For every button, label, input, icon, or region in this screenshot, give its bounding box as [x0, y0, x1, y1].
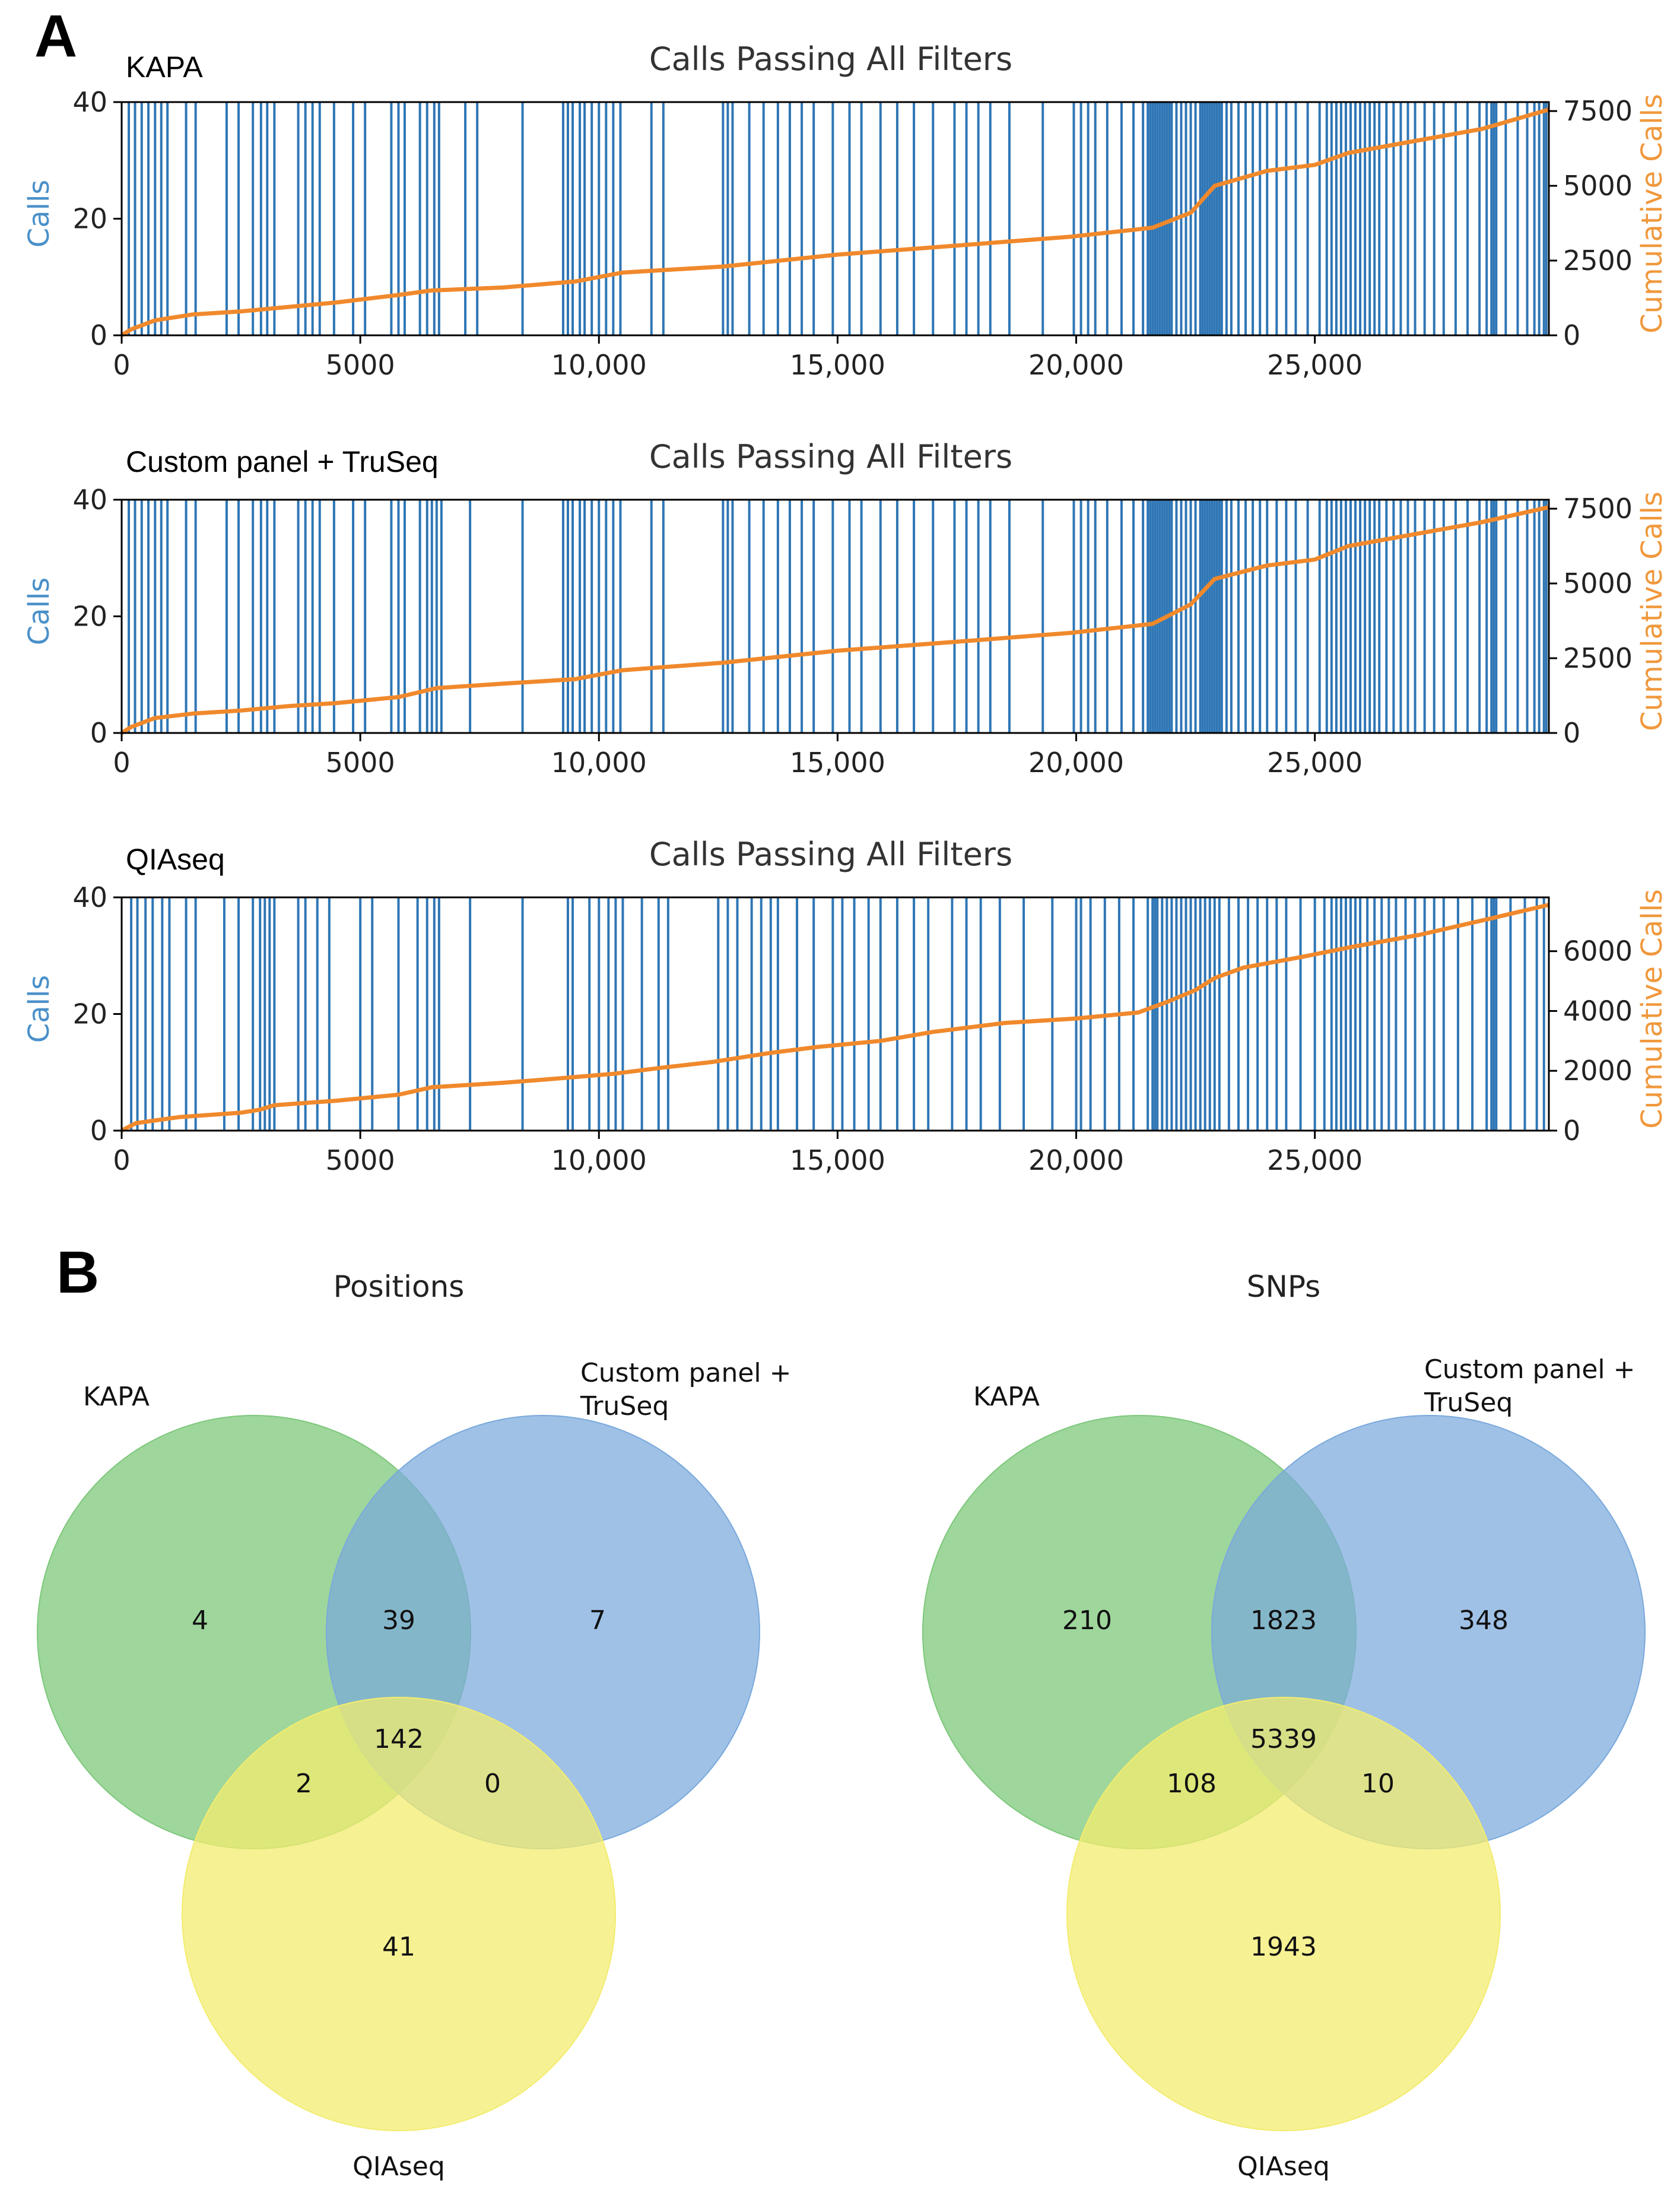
y2-axis-label: Cumulative Calls: [1635, 889, 1669, 1129]
y-axis-label: Calls: [23, 975, 56, 1043]
y-tick-label: 0: [90, 717, 107, 749]
x-tick-label: 25,000: [1267, 349, 1363, 381]
x-tick-label: 0: [113, 747, 130, 779]
x-tick-label: 25,000: [1267, 1144, 1363, 1176]
y-tick-label: 20: [72, 203, 107, 235]
venn-snps: SNPs KAPA Custom panel + TruSeq QIAseq 2…: [922, 1269, 1646, 2182]
x-tick-label: 5000: [326, 747, 395, 779]
plot-frame: [120, 896, 1550, 1132]
y2-tick-label: 7500: [1563, 493, 1633, 525]
bar-series: [130, 897, 1545, 1131]
x-tick-label: 15,000: [790, 747, 885, 779]
chart-title: Calls Passing All Filters: [649, 836, 1012, 873]
venn-region-custom-qiaseq: 10: [1361, 1769, 1395, 1799]
y2-tick-label: 2500: [1563, 642, 1633, 674]
plot-frame: [120, 499, 1550, 734]
axis-ticks: 0 5000 10,000 15,000 20,000 25,000 0 20 40 0 2500 5…: [72, 86, 1633, 381]
y2-tick-label: 0: [1563, 319, 1580, 351]
y-axis-label: Calls: [23, 180, 56, 248]
x-tick-label: 25,000: [1267, 747, 1363, 779]
venn-region-custom-only: 348: [1459, 1605, 1508, 1636]
venn-region-kapa-custom: 39: [382, 1605, 415, 1636]
venn-label-qiaseq: QIAseq: [1237, 2151, 1330, 2182]
x-tick-label: 15,000: [790, 349, 885, 381]
chart-sample-label: QIAseq: [126, 843, 225, 876]
y2-tick-label: 4000: [1563, 995, 1633, 1027]
y-tick-label: 40: [72, 881, 107, 913]
venn-region-kapa-only: 210: [1062, 1605, 1112, 1636]
plot-frame: [120, 101, 1550, 337]
axis-ticks: 0 5000 10,000 15,000 20,000 25,000 0 20 40 0 2500 5…: [72, 484, 1633, 779]
y2-tick-label: 0: [1563, 1115, 1580, 1147]
x-tick-label: 20,000: [1028, 349, 1124, 381]
y-tick-label: 40: [72, 484, 107, 516]
venn-label-qiaseq: QIAseq: [352, 2151, 445, 2182]
chart-title: Calls Passing All Filters: [649, 438, 1012, 475]
x-tick-label: 10,000: [551, 747, 647, 779]
y-tick-label: 20: [72, 998, 107, 1030]
y-tick-label: 20: [72, 601, 107, 633]
x-tick-label: 15,000: [790, 1144, 885, 1176]
x-tick-label: 0: [113, 1144, 130, 1176]
panel-b-label: B: [56, 1239, 99, 1306]
venn-region-kapa-only: 4: [192, 1605, 208, 1636]
y-tick-label: 40: [72, 86, 107, 118]
panel-a-label: A: [34, 3, 77, 69]
y2-tick-label: 6000: [1563, 935, 1633, 967]
axis-ticks: 0 5000 10,000 15,000 20,000 25,000 0 20 40 0 2000 4…: [72, 881, 1633, 1176]
y-tick-label: 0: [90, 319, 107, 351]
bar-series: [128, 102, 1548, 335]
cumulative-line: [120, 903, 1549, 1133]
venn-region-kapa-qiaseq: 2: [296, 1769, 312, 1799]
venn-region-all: 5339: [1250, 1724, 1317, 1754]
venn-circle-qiaseq: [182, 1697, 616, 2131]
venn-label-custom-1: Custom panel +: [1424, 1354, 1635, 1385]
chart-title: Calls Passing All Filters: [649, 40, 1012, 78]
cumulative-line: [120, 107, 1549, 337]
venn-region-kapa-qiaseq: 108: [1167, 1769, 1217, 1799]
venn-region-custom-only: 7: [589, 1605, 606, 1636]
x-tick-label: 20,000: [1028, 747, 1124, 779]
venn-title: Positions: [334, 1269, 465, 1304]
chart-sample-label: KAPA: [126, 50, 203, 84]
venn-region-all: 142: [374, 1724, 424, 1754]
venn-label-kapa: KAPA: [973, 1382, 1040, 1412]
cumulative-line: [120, 505, 1549, 735]
y2-tick-label: 7500: [1563, 95, 1633, 127]
venn-region-qiaseq-only: 1943: [1250, 1932, 1317, 1962]
venn-label-custom-2: TruSeq: [580, 1391, 669, 1421]
y2-axis-label: Cumulative Calls: [1635, 491, 1669, 731]
y-axis-label: Calls: [23, 577, 56, 646]
y2-tick-label: 5000: [1563, 567, 1633, 599]
venn-circle-qiaseq: [1066, 1697, 1501, 2131]
x-tick-label: 5000: [326, 1144, 395, 1176]
venn-label-kapa: KAPA: [83, 1382, 150, 1412]
x-tick-label: 5000: [326, 349, 395, 381]
venn-label-custom-2: TruSeq: [1424, 1388, 1513, 1418]
venn-region-kapa-custom: 1823: [1250, 1605, 1317, 1636]
y2-tick-label: 2000: [1563, 1055, 1633, 1087]
venn-positions: Positions KAPA Custom panel + TruSeq QIA…: [37, 1269, 791, 2182]
chart-custom-panel: Custom panel + TruSeq Calls Passing All …: [23, 438, 1669, 779]
x-tick-label: 0: [113, 349, 130, 381]
y2-tick-label: 5000: [1563, 170, 1633, 202]
venn-label-custom-1: Custom panel +: [580, 1358, 791, 1388]
x-tick-label: 10,000: [551, 349, 647, 381]
y2-tick-label: 0: [1563, 717, 1580, 749]
venn-title: SNPs: [1247, 1269, 1320, 1304]
venn-region-custom-qiaseq: 0: [484, 1769, 501, 1799]
x-tick-label: 10,000: [551, 1144, 647, 1176]
y-tick-label: 0: [90, 1115, 107, 1147]
bar-series: [128, 500, 1548, 733]
chart-sample-label: Custom panel + TruSeq: [126, 445, 439, 478]
y2-axis-label: Cumulative Calls: [1635, 94, 1669, 334]
y2-tick-label: 2500: [1563, 245, 1633, 277]
x-tick-label: 20,000: [1028, 1144, 1124, 1176]
venn-region-qiaseq-only: 41: [382, 1932, 415, 1962]
chart-qiaseq: QIAseq Calls Passing All Filters Calls C…: [23, 836, 1669, 1176]
chart-kapa: KAPA Calls Passing All Filters Calls Cum…: [23, 40, 1669, 381]
